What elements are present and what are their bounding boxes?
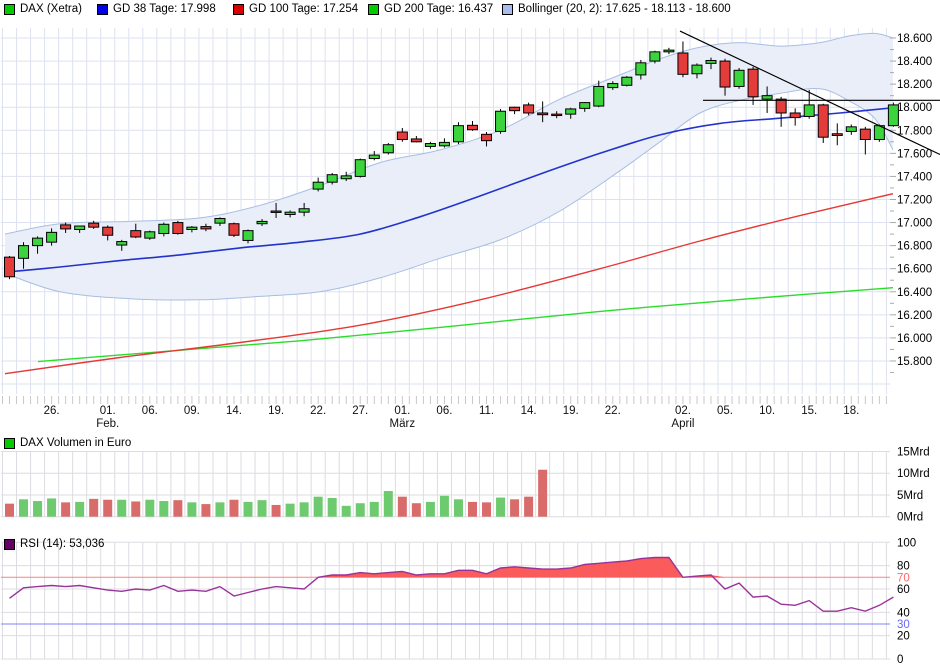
main-chart-layer: 18.600 18.400 18.200 18.000 17.800 17.600 17.4… <box>1 28 940 430</box>
price-axis: 18.600 18.400 18.200 18.000 17.800 17.600 17.4… <box>890 33 932 374</box>
legend-label-dax: DAX (Xetra) <box>20 3 82 15</box>
svg-text:15.800: 15.800 <box>897 356 932 368</box>
svg-text:16.800: 16.800 <box>897 241 932 253</box>
svg-text:01.: 01. <box>394 405 410 417</box>
svg-text:16.600: 16.600 <box>897 264 932 276</box>
svg-text:15Mrd: 15Mrd <box>897 446 930 458</box>
legend-item-bollinger: Bollinger (20, 2): 17.625 - 18.113 - 18.… <box>502 2 731 16</box>
svg-text:19.: 19. <box>563 405 579 417</box>
rsi-legend-label: RSI (14): 53,036 <box>20 538 105 550</box>
volume-legend: DAX Volumen in Euro <box>0 436 940 451</box>
svg-text:30: 30 <box>897 619 910 631</box>
svg-text:18.: 18. <box>843 405 859 417</box>
legend-label-gd200: GD 200 Tage: 16.437 <box>384 3 494 15</box>
bollinger-swatch-icon <box>502 3 513 15</box>
gd38-line <box>4 107 894 273</box>
volume-legend-label: DAX Volumen in Euro <box>20 437 132 449</box>
rsi-overbought-fill <box>9 557 894 578</box>
svg-text:17.600: 17.600 <box>897 148 932 160</box>
bollinger-lower-line <box>4 88 894 301</box>
svg-text:18.600: 18.600 <box>897 33 932 45</box>
volume-bars <box>5 469 548 517</box>
gd100-swatch-icon <box>233 3 244 15</box>
svg-text:16.000: 16.000 <box>897 333 932 345</box>
svg-text:15.: 15. <box>801 405 817 417</box>
svg-text:16.200: 16.200 <box>897 310 932 322</box>
svg-text:11.: 11. <box>479 405 494 417</box>
rsi-legend: RSI (14): 53,036 <box>0 537 940 552</box>
svg-text:Feb.: Feb. <box>96 418 119 430</box>
svg-text:02.: 02. <box>675 405 691 417</box>
svg-text:18.000: 18.000 <box>897 102 932 114</box>
date-axis: 26. 01. 06. 09. 14. 19. 22. 27. 01. 06. 11. 14. 19. 2… <box>2 396 887 430</box>
svg-text:70: 70 <box>897 572 910 584</box>
svg-text:10.: 10. <box>759 405 775 417</box>
dax-swatch-icon <box>4 3 15 15</box>
svg-text:17.400: 17.400 <box>897 171 932 183</box>
svg-text:14.: 14. <box>226 405 242 417</box>
legend-label-bollinger: Bollinger (20, 2): 17.625 - 18.113 - 18.… <box>518 3 731 15</box>
gd38-swatch-icon <box>97 3 108 15</box>
svg-text:14.: 14. <box>521 405 537 417</box>
bollinger-upper-line <box>4 32 894 235</box>
svg-text:19.: 19. <box>268 405 284 417</box>
svg-text:18.200: 18.200 <box>897 79 932 91</box>
svg-text:20: 20 <box>897 631 910 643</box>
volume-chart-layer: 15Mrd 10Mrd 5Mrd 0Mrd <box>1 446 930 524</box>
svg-text:05.: 05. <box>717 405 733 417</box>
candles-layer <box>4 41 899 280</box>
svg-text:5Mrd: 5Mrd <box>897 490 923 502</box>
svg-text:0Mrd: 0Mrd <box>897 512 923 524</box>
svg-text:22.: 22. <box>310 405 326 417</box>
main-chart-legend: DAX (Xetra) GD 38 Tage: 17.998 GD 100 Ta… <box>0 2 940 17</box>
gd200-swatch-icon <box>368 3 379 15</box>
svg-text:01.: 01. <box>100 405 116 417</box>
svg-text:26.: 26. <box>44 405 60 417</box>
svg-text:10Mrd: 10Mrd <box>897 468 930 480</box>
svg-text:09.: 09. <box>184 405 200 417</box>
legend-item-gd200: GD 200 Tage: 16.437 <box>368 2 493 16</box>
legend-item-volume: DAX Volumen in Euro <box>4 436 131 450</box>
svg-text:06.: 06. <box>436 405 452 417</box>
svg-text:100: 100 <box>897 537 916 549</box>
rsi-grid <box>1 541 890 660</box>
svg-text:06.: 06. <box>142 405 158 417</box>
svg-text:60: 60 <box>897 584 910 596</box>
svg-text:17.000: 17.000 <box>897 218 932 230</box>
svg-text:22.: 22. <box>605 405 621 417</box>
svg-text:17.200: 17.200 <box>897 194 932 206</box>
rsi-swatch-icon <box>4 538 15 550</box>
legend-label-gd100: GD 100 Tage: 17.254 <box>249 3 359 15</box>
svg-text:April: April <box>671 418 694 430</box>
rsi-line <box>9 556 894 612</box>
svg-text:40: 40 <box>897 607 910 619</box>
svg-text:17.800: 17.800 <box>897 125 932 137</box>
svg-text:27.: 27. <box>352 405 368 417</box>
legend-label-gd38: GD 38 Tage: 17.998 <box>113 3 216 15</box>
svg-text:80: 80 <box>897 561 910 573</box>
svg-text:0: 0 <box>897 654 903 666</box>
volume-swatch-icon <box>4 437 15 449</box>
legend-item-gd38: GD 38 Tage: 17.998 <box>97 2 216 16</box>
legend-item-dax: DAX (Xetra) <box>4 2 82 16</box>
legend-item-gd100: GD 100 Tage: 17.254 <box>233 2 358 16</box>
legend-item-rsi: RSI (14): 53,036 <box>4 537 104 551</box>
svg-text:18.400: 18.400 <box>897 56 932 68</box>
svg-text:16.400: 16.400 <box>897 287 932 299</box>
svg-text:März: März <box>390 418 416 430</box>
downtrend-line <box>679 30 940 156</box>
bollinger-band-fill <box>5 33 893 300</box>
gd100-line <box>4 193 894 375</box>
